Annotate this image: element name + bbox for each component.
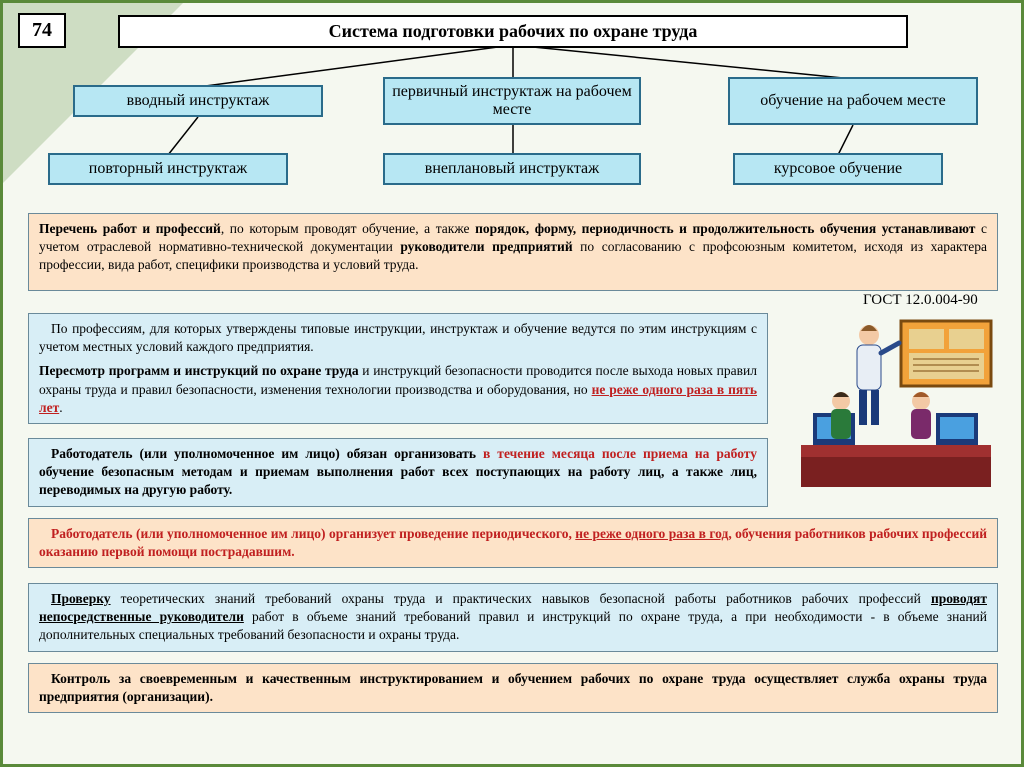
p4-s5: . (291, 544, 294, 559)
paragraph-employer-month: Работодатель (или уполномоченное им лицо… (28, 438, 768, 507)
node-workplace-training: обучение на рабочем месте (728, 77, 978, 125)
p4-s4: оказанию первой помощи пострадавшим (39, 544, 291, 559)
p2-line1: По профессиям, для которых утверждены ти… (39, 320, 757, 356)
p5-s1: Проверку (51, 591, 111, 606)
p3-s3: обучение безопасным методам и приемам вы… (39, 464, 757, 497)
paragraph-first-aid: Работодатель (или уполномоченное им лицо… (28, 518, 998, 568)
p3-s2: в течение месяца после приема на работу (483, 446, 757, 461)
paragraph-knowledge-check: Проверку теоретических знаний требований… (28, 583, 998, 652)
p6-s1: Контроль за своевременным и качественным… (39, 671, 987, 704)
paragraph-control: Контроль за своевременным и качественным… (28, 663, 998, 713)
page-number: 74 (18, 13, 66, 48)
gost-reference: ГОСТ 12.0.004-90 (863, 292, 978, 309)
p2-s5: . (59, 400, 62, 415)
paragraph-program-review: По профессиям, для которых утверждены ти… (28, 313, 768, 424)
p1-s5: руководители предприятий (400, 239, 572, 254)
page-title: Система подготовки рабочих по охране тру… (118, 15, 908, 48)
p3-s1: Работодатель (или уполномоченное им лицо… (51, 446, 483, 461)
p4-s2: не реже одного раза в год (575, 526, 728, 541)
p1-s1: Перечень работ и профессий (39, 221, 221, 236)
node-unscheduled: внеплановый инструктаж (383, 153, 641, 185)
p4-s3: , обучения работников рабочих профессий (728, 526, 987, 541)
node-intro-briefing: вводный инструктаж (73, 85, 323, 117)
training-illustration (781, 313, 1001, 503)
p2-s2: Пересмотр программ и инструкций по охран… (39, 363, 359, 378)
node-repeat-briefing: повторный инструктаж (48, 153, 288, 185)
paragraph-enterprise-managers: Перечень работ и профессий, по которым п… (28, 213, 998, 291)
node-primary-briefing: первичный инструктаж на рабочем месте (383, 77, 641, 125)
node-course-training: курсовое обучение (733, 153, 943, 185)
p4-s1: Работодатель (или уполномоченное им лицо… (51, 526, 575, 541)
p5-s2: теоретических знаний требований охраны т… (111, 591, 931, 606)
p1-s2: , по которым проводят обучение, а также (221, 221, 475, 236)
p1-s3: порядок, форму, периодичность и продолжи… (475, 221, 975, 236)
